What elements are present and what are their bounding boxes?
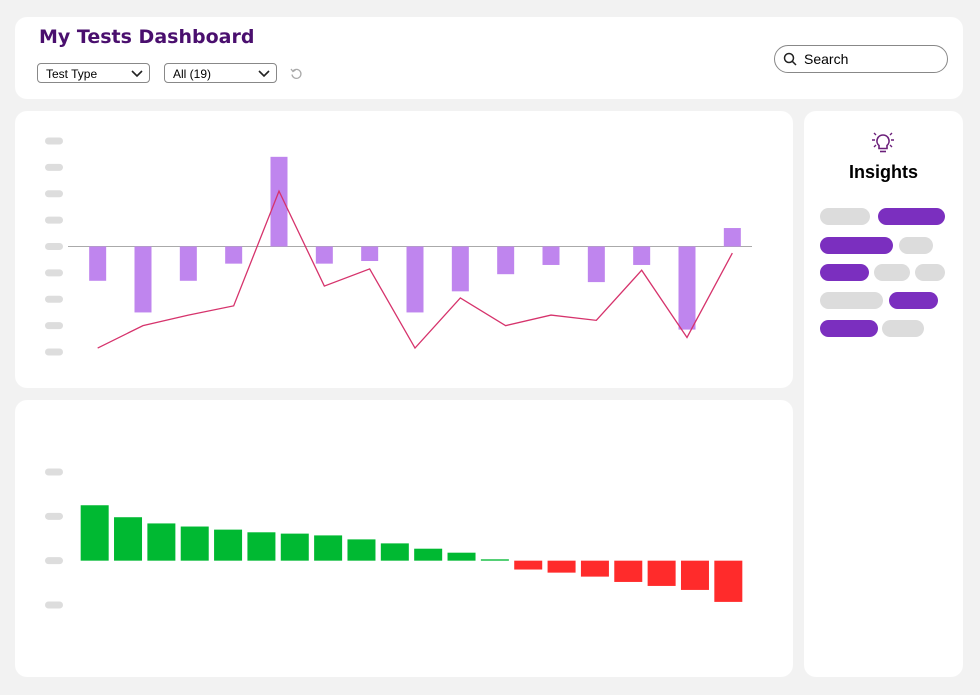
line [97,189,733,350]
search-box[interactable]: Search [774,45,948,73]
bar [633,246,651,265]
y-tick-placeholder [45,137,63,145]
y-tick-placeholder [45,163,63,171]
y-tick-placeholder [45,601,63,609]
bar [680,560,709,590]
bar [714,560,743,602]
chevron [258,70,270,78]
bar [314,535,343,561]
bottom-chart-panel [15,400,793,677]
y-tick-placeholder [45,322,63,330]
bar-chart [45,468,743,609]
bar [542,246,560,265]
bar [414,548,443,561]
bar [587,246,605,283]
bar [247,532,276,561]
bar [647,560,676,586]
y-tick-placeholder [45,269,63,277]
bar [580,560,609,577]
y-tick-placeholder [45,348,63,356]
bar [361,246,379,262]
bar [514,560,543,570]
y-tick-placeholder [45,557,63,565]
insights-panel [804,111,963,677]
header-panel [15,17,963,99]
bar [447,552,476,561]
bar [225,246,243,264]
bar [497,246,515,275]
y-tick-placeholder [45,512,63,520]
search-icon [783,52,797,66]
bar [451,246,469,292]
bar [347,539,376,561]
reset-icon[interactable] [290,67,303,80]
test-type-dropdown[interactable]: Test Type [37,63,150,83]
dropdown-label: All (19) [173,67,212,81]
y-tick-placeholder [45,190,63,198]
y-tick-placeholder [45,295,63,303]
y-tick-placeholder [45,243,63,250]
insight-pills [820,208,945,337]
bar [147,523,176,561]
bar [547,560,576,573]
bar [678,246,696,330]
all-dropdown[interactable]: All (19) [164,63,277,83]
dropdown-label: Test Type [46,67,98,81]
combo-chart [45,137,752,356]
insights-title: Insights [848,162,918,182]
bar [134,246,152,313]
bar [80,505,109,561]
bar [89,246,107,281]
bar [280,533,309,561]
bar [179,246,197,281]
lightbulb-icon [872,132,894,153]
bar [315,246,333,264]
bar [406,246,424,313]
bar [214,529,243,561]
chevron [131,70,143,78]
y-tick-placeholder [45,468,63,476]
bar [270,156,288,247]
bar [180,526,209,561]
y-tick-placeholder [45,216,63,224]
bar [380,543,409,561]
search-placeholder: Search [804,51,849,67]
dashboard-title: My Tests Dashboard [39,26,255,48]
bar [480,559,509,561]
bar [614,560,643,582]
bar [114,517,143,561]
bar [723,228,741,247]
